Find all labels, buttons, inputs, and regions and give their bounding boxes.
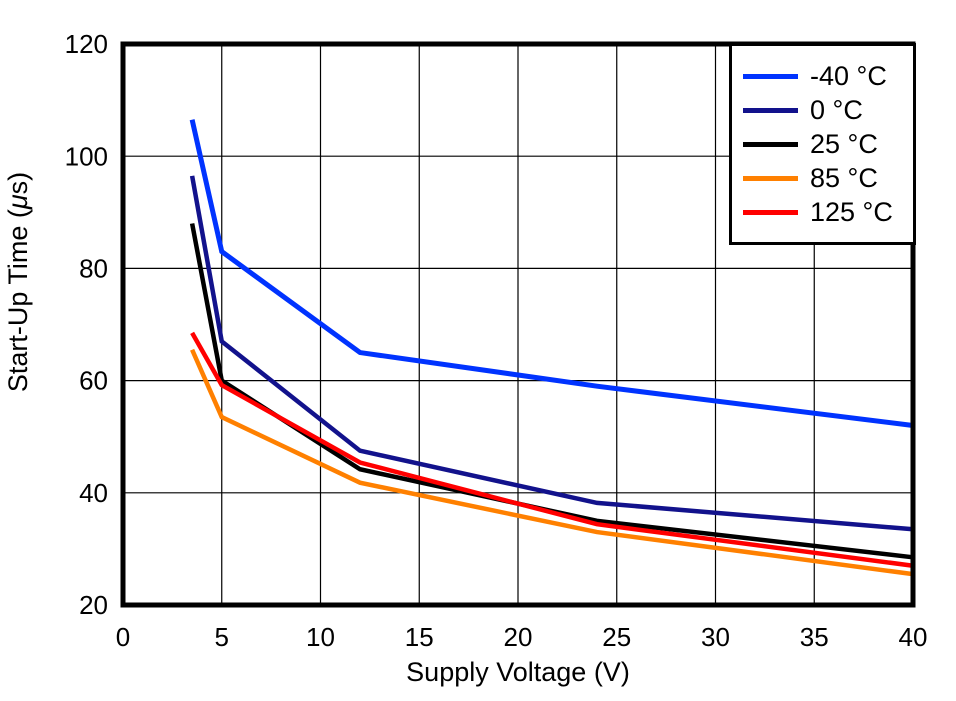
x-tick-label: 5	[215, 622, 229, 652]
legend-label: 125 °C	[810, 196, 893, 227]
y-tick-label: 120	[65, 29, 108, 59]
legend-entry: -40 °C	[743, 59, 913, 93]
x-tick-label: 35	[800, 622, 829, 652]
legend-line-swatch	[743, 107, 798, 113]
x-tick-label: 20	[504, 622, 533, 652]
x-tick-label: 10	[306, 622, 335, 652]
y-tick-label: 100	[65, 141, 108, 171]
x-tick-label: 15	[405, 622, 434, 652]
series-line-125-°C	[190, 331, 914, 568]
series-line--40-°C	[189, 119, 914, 428]
x-tick-label: 40	[899, 622, 928, 652]
y-axis-label: Start-Up Time (μs)	[3, 172, 33, 392]
y-tick-label: 40	[79, 478, 108, 508]
x-axis-label: Supply Voltage (V)	[406, 657, 630, 687]
legend-line-swatch	[743, 209, 798, 215]
legend-entry: 25 °C	[743, 127, 913, 161]
x-tick-label: 0	[116, 622, 130, 652]
legend-label: 85 °C	[810, 162, 878, 193]
legend-label: 25 °C	[810, 128, 878, 159]
plot-border	[120, 41, 916, 608]
x-tick-label: 25	[602, 622, 631, 652]
legend-line-swatch	[743, 175, 798, 181]
legend-label: -40 °C	[810, 60, 887, 91]
legend-entry: 0 °C	[743, 93, 913, 127]
series-line-85-°C	[190, 348, 914, 577]
legend-line-swatch	[743, 73, 798, 79]
legend-label: 0 °C	[810, 94, 863, 125]
series-line-0-°C	[189, 175, 914, 532]
series-line-25-°C	[189, 223, 914, 560]
legend-entry: 85 °C	[743, 161, 913, 195]
x-tick-label: 30	[701, 622, 730, 652]
y-tick-label: 20	[79, 590, 108, 620]
y-tick-label: 60	[79, 366, 108, 396]
legend-line-swatch	[743, 141, 798, 147]
y-tick-label: 80	[79, 254, 108, 284]
legend: -40 °C 0 °C 25 °C 85 °C 125 °C	[729, 43, 916, 245]
legend-entry: 125 °C	[743, 195, 913, 229]
